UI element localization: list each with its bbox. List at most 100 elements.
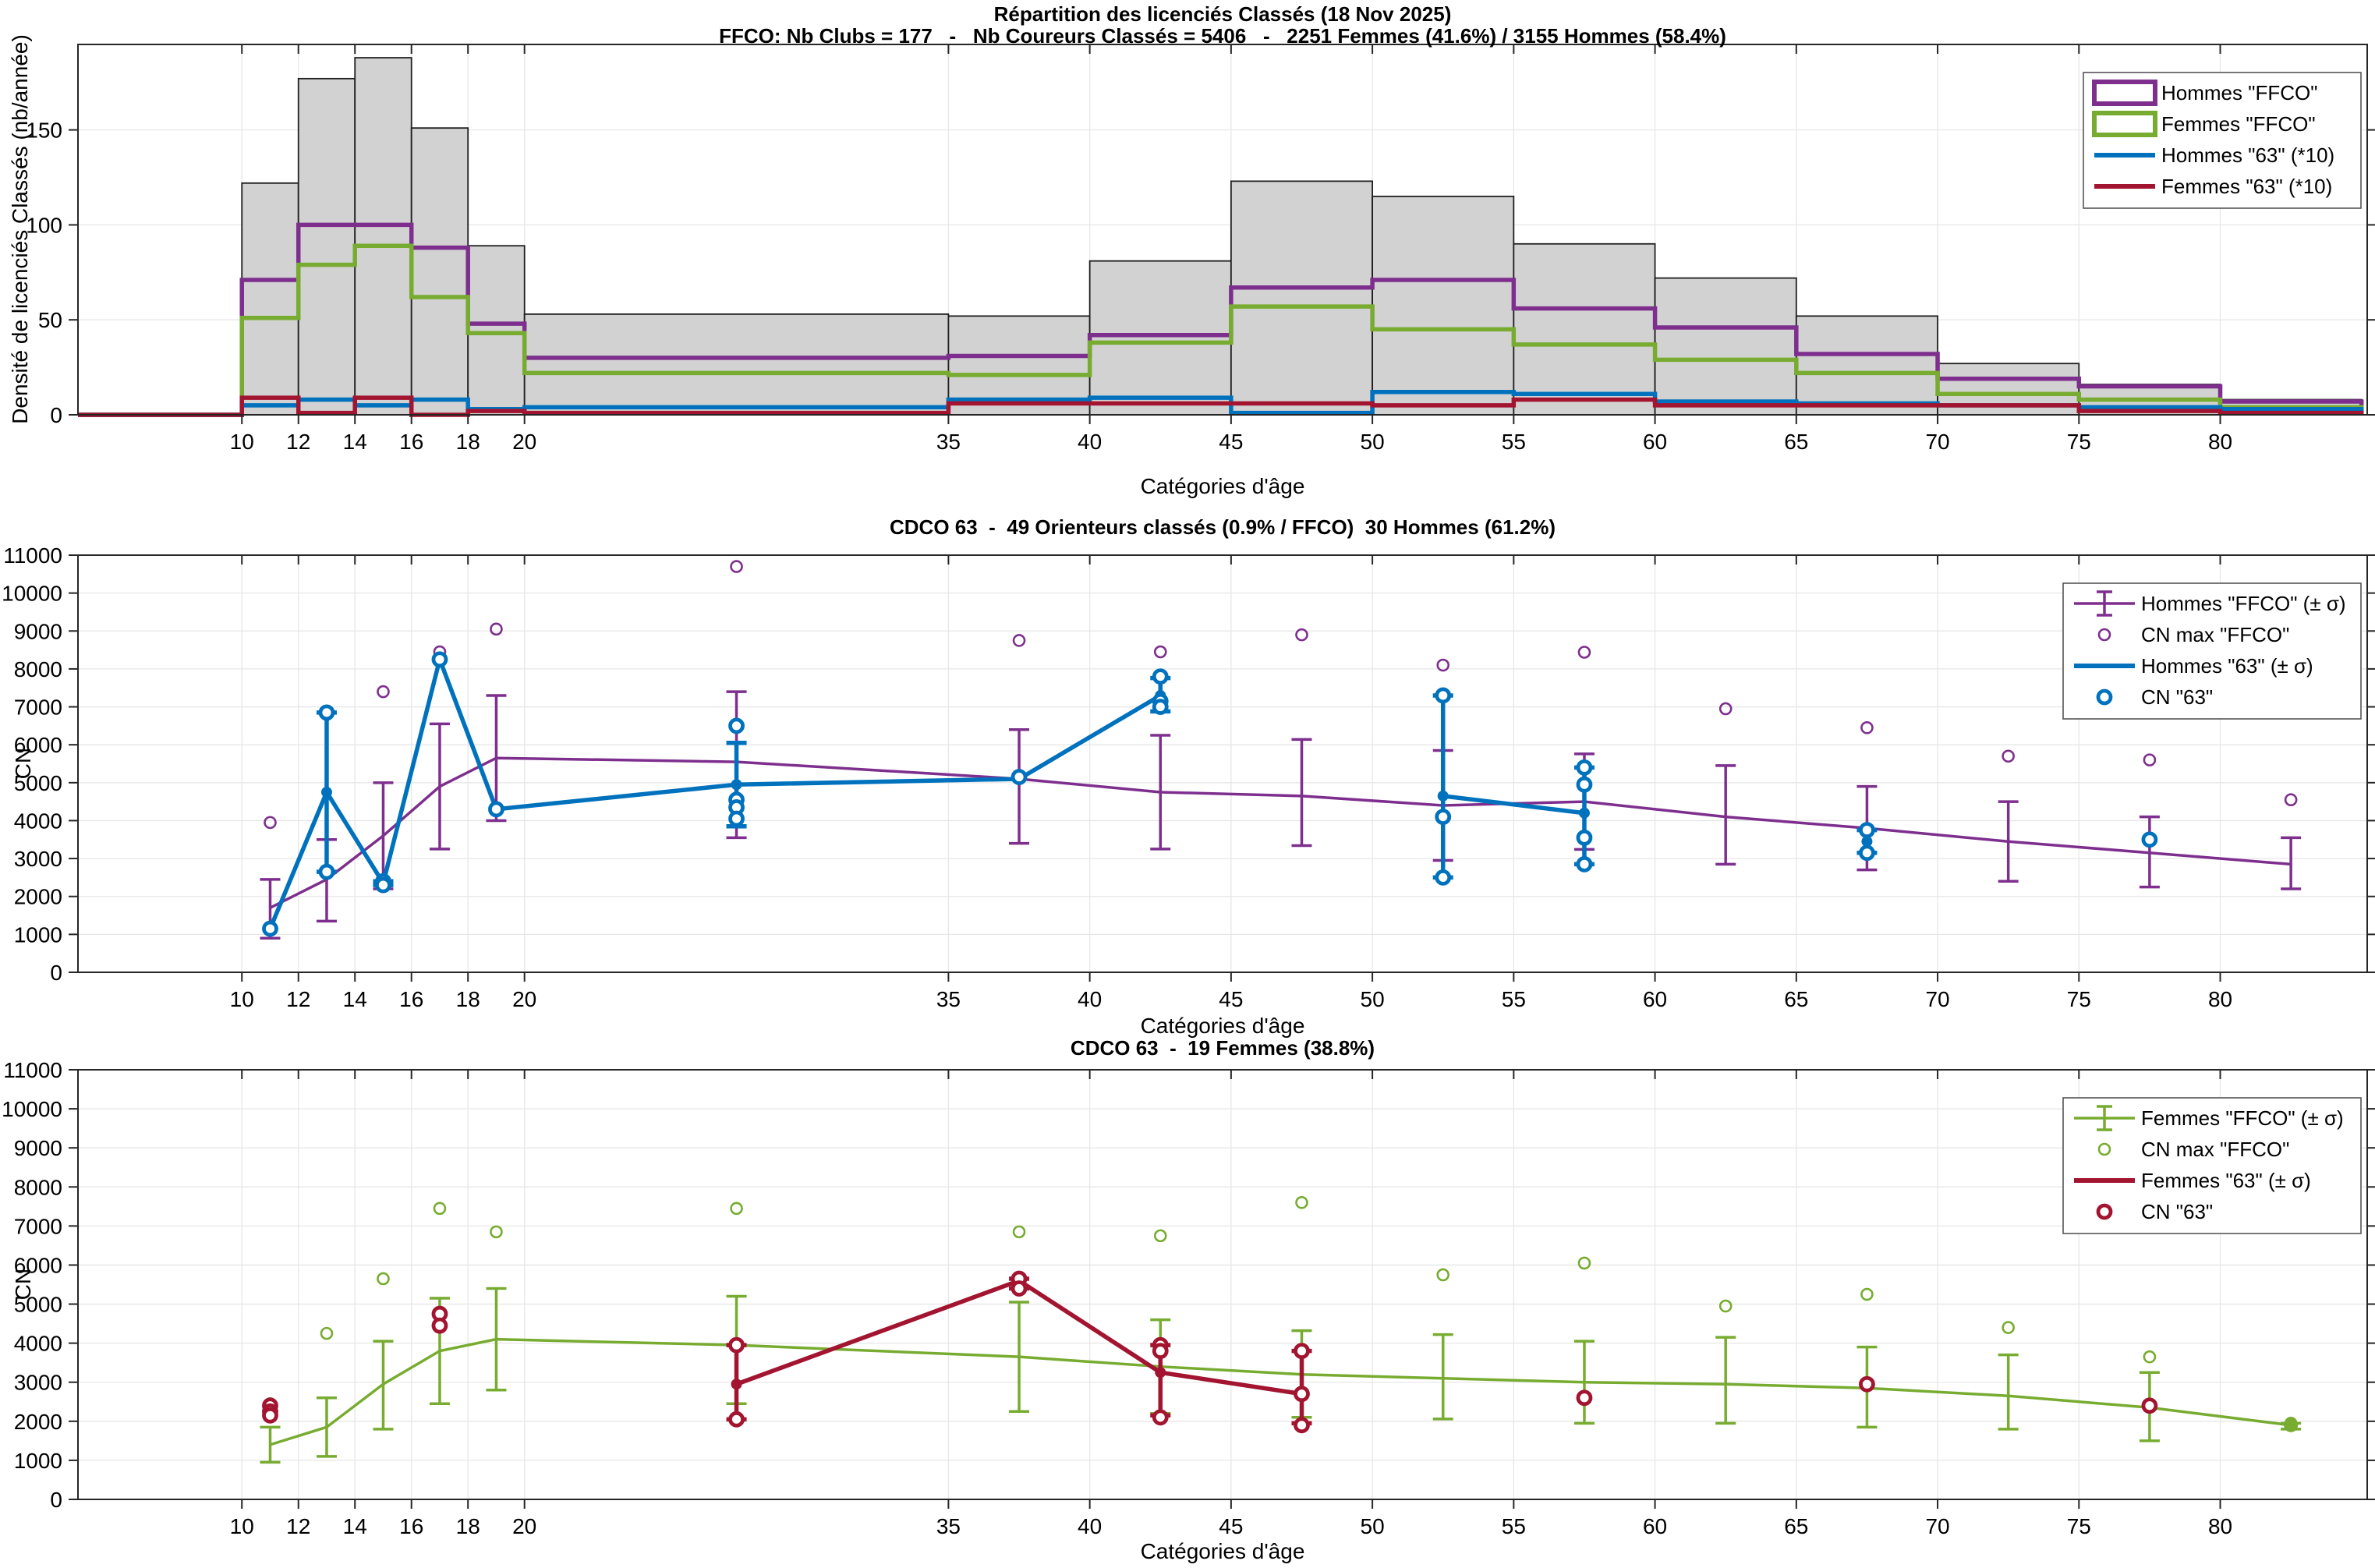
svg-text:10: 10	[230, 1514, 254, 1538]
top-title: Répartition des licenciés Classés (18 No…	[993, 2, 1452, 26]
svg-text:14: 14	[343, 430, 367, 454]
svg-text:70: 70	[1925, 1514, 1949, 1538]
svg-text:65: 65	[1784, 430, 1808, 454]
svg-text:20: 20	[512, 987, 536, 1011]
svg-text:12: 12	[286, 1514, 310, 1538]
svg-text:18: 18	[456, 1514, 480, 1538]
svg-text:40: 40	[1078, 430, 1102, 454]
svg-text:80: 80	[2208, 430, 2232, 454]
top-subtitle: FFCO: Nb Clubs = 177 - Nb Coureurs Class…	[719, 24, 1726, 48]
svg-text:50: 50	[38, 308, 62, 332]
svg-text:Hommes "FFCO" (± σ): Hommes "FFCO" (± σ)	[2141, 592, 2346, 615]
svg-text:18: 18	[456, 430, 480, 454]
svg-text:11000: 11000	[3, 1058, 62, 1082]
svg-text:8000: 8000	[14, 657, 62, 681]
svg-text:55: 55	[1502, 1514, 1526, 1538]
grid	[78, 555, 2367, 972]
svg-text:55: 55	[1502, 987, 1526, 1011]
svg-text:75: 75	[2067, 430, 2091, 454]
bottom-title: CDCO 63 - 19 Femmes (38.8%)	[1070, 1036, 1375, 1060]
series-femmes-ffco-	[260, 1287, 2302, 1464]
svg-text:75: 75	[2067, 1514, 2091, 1538]
svg-text:40: 40	[1078, 1514, 1102, 1538]
axes: 10 12 14 16 18 20 35 40 45 50 55 60 65 70 75 80 0 50 100 15…	[26, 44, 2375, 454]
svg-text:4000: 4000	[14, 1332, 62, 1356]
svg-text:CN max "FFCO": CN max "FFCO"	[2141, 1138, 2289, 1161]
svg-text:35: 35	[936, 987, 961, 1011]
svg-text:12: 12	[286, 430, 310, 454]
series-cn-max-ffco-	[264, 560, 2298, 830]
svg-text:50: 50	[1361, 430, 1385, 454]
svg-text:40: 40	[1078, 987, 1102, 1011]
svg-text:14: 14	[343, 987, 367, 1011]
legend: Hommes "FFCO" (± σ) CN max "FFCO" Hommes "…	[2062, 582, 2362, 720]
bottom-xlabel: Catégories d'âge	[1140, 1539, 1305, 1563]
svg-text:8000: 8000	[14, 1175, 62, 1199]
svg-text:45: 45	[1219, 1514, 1243, 1538]
series-fin-de-s-rie-femmes-ffco	[2284, 1418, 2299, 1432]
legend: Femmes "FFCO" (± σ) CN max "FFCO" Femmes "…	[2062, 1097, 2362, 1234]
svg-text:45: 45	[1219, 430, 1243, 454]
series-femmes-ffco-	[78, 243, 2364, 417]
svg-text:7000: 7000	[14, 696, 62, 720]
svg-text:60: 60	[1643, 430, 1667, 454]
svg-text:100: 100	[26, 213, 62, 237]
svg-text:6000: 6000	[14, 733, 62, 757]
svg-text:75: 75	[2067, 987, 2091, 1011]
svg-text:70: 70	[1925, 987, 1949, 1011]
svg-text:50: 50	[1361, 987, 1385, 1011]
middle-xlabel: Catégories d'âge	[1140, 1014, 1305, 1038]
svg-text:7000: 7000	[14, 1214, 62, 1238]
svg-text:20: 20	[512, 430, 536, 454]
series-cn-63-	[262, 651, 2158, 937]
svg-text:2000: 2000	[14, 885, 62, 909]
bottom-ylabel: CN	[11, 1268, 35, 1301]
svg-text:65: 65	[1784, 1514, 1808, 1538]
svg-text:5000: 5000	[14, 1293, 62, 1317]
subplot-1: 10 12 14 16 18 20 35 40 45 50 55 60 65 70 75 80 0 1000 200…	[2, 543, 2375, 1011]
svg-text:60: 60	[1643, 987, 1667, 1011]
svg-text:Femmes "63" (*10): Femmes "63" (*10)	[2161, 175, 2332, 198]
svg-text:60: 60	[1643, 1514, 1667, 1538]
svg-text:35: 35	[936, 1514, 961, 1538]
svg-text:10: 10	[230, 987, 254, 1011]
subplot-0: 10 12 14 16 18 20 35 40 45 50 55 60 65 70 75 80 0 50 100 15…	[26, 44, 2375, 454]
svg-text:4000: 4000	[14, 809, 62, 833]
svg-text:1000: 1000	[14, 922, 62, 947]
top-ylabel: Densité de licenciés Classés (nb/année)	[8, 34, 32, 424]
svg-text:16: 16	[399, 987, 423, 1011]
series-hommes-63-	[264, 652, 1878, 935]
series-hommes-ffco-	[260, 690, 2302, 940]
svg-text:9000: 9000	[14, 619, 62, 643]
svg-text:150: 150	[26, 119, 62, 143]
series-femmes-63-10-	[78, 395, 2364, 417]
axes: 10 12 14 16 18 20 35 40 45 50 55 60 65 70 75 80 0 1000 200…	[2, 1058, 2375, 1538]
svg-text:0: 0	[50, 1488, 62, 1512]
svg-text:Femmes "63" (± σ): Femmes "63" (± σ)	[2141, 1169, 2311, 1192]
axes: 10 12 14 16 18 20 35 40 45 50 55 60 65 70 75 80 0 1000 200…	[2, 543, 2375, 1011]
svg-text:80: 80	[2208, 1514, 2232, 1538]
svg-text:9000: 9000	[14, 1136, 62, 1160]
svg-text:Femmes "FFCO": Femmes "FFCO"	[2161, 112, 2316, 136]
grid	[78, 1070, 2367, 1499]
svg-text:0: 0	[50, 961, 62, 985]
svg-text:16: 16	[399, 430, 423, 454]
svg-text:CN max "FFCO": CN max "FFCO"	[2141, 623, 2289, 646]
svg-text:65: 65	[1784, 987, 1808, 1011]
svg-text:CN "63": CN "63"	[2141, 685, 2213, 709]
top-xlabel: Catégories d'âge	[1140, 474, 1305, 498]
svg-text:14: 14	[343, 1514, 367, 1538]
series-total-class-s	[241, 57, 2363, 416]
svg-text:Femmes "FFCO" (± σ): Femmes "FFCO" (± σ)	[2141, 1106, 2344, 1130]
middle-title: CDCO 63 - 49 Orienteurs classés (0.9% / …	[890, 515, 1556, 539]
svg-text:3000: 3000	[14, 1371, 62, 1395]
svg-text:6000: 6000	[14, 1253, 62, 1277]
svg-text:10000: 10000	[2, 582, 62, 606]
svg-text:18: 18	[456, 987, 480, 1011]
svg-text:Hommes "63" (± σ): Hommes "63" (± σ)	[2141, 654, 2313, 678]
svg-text:0: 0	[50, 403, 62, 427]
middle-ylabel: CN	[11, 747, 35, 780]
svg-text:16: 16	[399, 1514, 423, 1538]
